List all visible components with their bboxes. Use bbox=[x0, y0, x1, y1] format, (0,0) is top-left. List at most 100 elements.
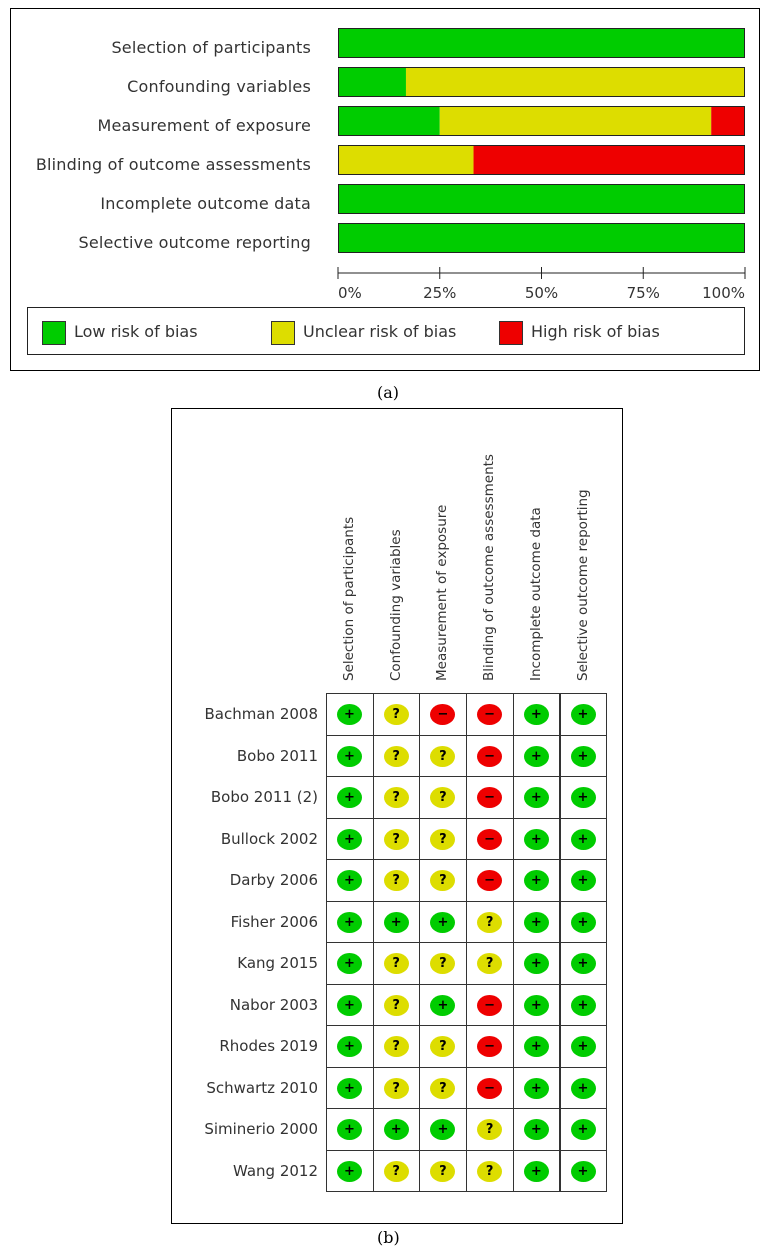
grid-cell: ? bbox=[419, 1066, 468, 1109]
bar-segment-selective-outcome-reporting-low-risk-of-bias bbox=[338, 223, 745, 253]
grid-cell: ? bbox=[372, 983, 421, 1026]
judgement-low-icon: + bbox=[570, 787, 596, 808]
grid-cell: − bbox=[466, 776, 514, 819]
grid-cell: − bbox=[466, 817, 514, 860]
bar-label-selection-of-participants: Selection of participants bbox=[111, 38, 311, 57]
bar-segment-incomplete-outcome-data-low-risk-of-bias bbox=[338, 184, 745, 214]
judgement-unclear-icon: ? bbox=[383, 745, 409, 767]
column-label-selective-outcome-reporting: Selective outcome reporting bbox=[574, 489, 591, 681]
grid-cell: + bbox=[512, 859, 561, 902]
grid-cell: ? bbox=[372, 859, 421, 902]
bar-outline-confounding-variables bbox=[338, 67, 745, 97]
bar-outline-selective-outcome-reporting bbox=[338, 223, 745, 253]
bar-segment-measurement-of-exposure-low-risk-of-bias bbox=[338, 106, 440, 136]
judgement-low-icon: + bbox=[523, 994, 549, 1016]
judgement-unclear-icon: ? bbox=[383, 1160, 409, 1182]
grid-cell: − bbox=[419, 693, 468, 736]
judgement-unclear-icon: ? bbox=[430, 787, 456, 808]
judgement-low-icon: + bbox=[570, 1119, 596, 1140]
grid-cell: + bbox=[559, 776, 608, 819]
grid-cell: + bbox=[372, 900, 421, 943]
judgement-low-icon: + bbox=[430, 1119, 456, 1140]
grid-cell: ? bbox=[466, 1149, 514, 1192]
judgement-high-icon: − bbox=[477, 745, 503, 767]
judgement-high-icon: − bbox=[477, 704, 503, 725]
grid-cell: + bbox=[512, 734, 561, 777]
grid-cell: + bbox=[512, 1025, 561, 1068]
judgement-unclear-icon: ? bbox=[430, 953, 456, 974]
grid-cell: ? bbox=[466, 900, 514, 943]
row-label-nabor-2003: Nabor 2003 bbox=[229, 995, 318, 1014]
judgement-low-icon: + bbox=[570, 911, 596, 933]
bar-segment-blinding-of-outcome-assessments-unclear-risk-of-bias bbox=[338, 145, 474, 175]
judgement-low-icon: + bbox=[337, 1160, 362, 1182]
grid-cell: + bbox=[512, 1066, 561, 1109]
grid-cell: + bbox=[559, 900, 608, 943]
judgement-low-icon: + bbox=[337, 994, 362, 1016]
judgement-low-icon: + bbox=[337, 953, 362, 974]
judgement-unclear-icon: ? bbox=[477, 953, 503, 974]
legend: Low risk of bias Unclear risk of bias Hi… bbox=[27, 307, 745, 355]
row-label-darby-2006: Darby 2006 bbox=[229, 871, 318, 889]
x-tick-label: 75% bbox=[627, 284, 660, 302]
judgement-low-icon: + bbox=[570, 704, 596, 725]
bar-outline-blinding-of-outcome-assessments bbox=[338, 145, 745, 175]
bar-label-confounding-variables: Confounding variables bbox=[127, 77, 311, 96]
row-label-bachman-2008: Bachman 2008 bbox=[204, 705, 319, 723]
judgement-high-icon: − bbox=[477, 828, 503, 850]
row-label-bullock-2002: Bullock 2002 bbox=[220, 829, 318, 848]
legend-label-high: High risk of bias bbox=[531, 322, 660, 341]
judgement-low-icon: + bbox=[337, 1119, 362, 1140]
judgement-unclear-icon: ? bbox=[430, 1160, 456, 1182]
judgement-unclear-icon: ? bbox=[430, 828, 456, 850]
bar-label-selective-outcome-reporting: Selective outcome reporting bbox=[78, 233, 311, 252]
column-label-selection-of-participants: Selection of participants bbox=[341, 516, 357, 681]
judgement-low-icon: + bbox=[523, 745, 549, 767]
legend-swatch-high bbox=[499, 321, 523, 345]
grid-cell: + bbox=[559, 1149, 608, 1192]
grid-cell: + bbox=[559, 1025, 608, 1068]
judgement-low-icon: + bbox=[570, 828, 596, 850]
grid-cell: + bbox=[559, 817, 608, 860]
grid-cell: + bbox=[326, 1066, 374, 1109]
judgement-low-icon: + bbox=[523, 1077, 549, 1099]
grid-cell: + bbox=[326, 900, 374, 943]
judgement-unclear-icon: ? bbox=[383, 994, 409, 1016]
judgement-low-icon: + bbox=[570, 1160, 596, 1182]
row-label-siminerio-2000: Siminerio 2000 bbox=[204, 1120, 318, 1138]
bar-label-blinding-of-outcome-assessments: Blinding of outcome assessments bbox=[35, 155, 311, 174]
judgement-unclear-icon: ? bbox=[430, 870, 456, 891]
legend-swatch-low bbox=[42, 321, 66, 345]
legend-label-unclear: Unclear risk of bias bbox=[303, 322, 457, 341]
grid-cell: − bbox=[466, 983, 514, 1026]
grid-cell: + bbox=[326, 776, 374, 819]
grid-cell: ? bbox=[466, 1108, 514, 1151]
grid-cell: ? bbox=[419, 1149, 468, 1192]
grid-cell: + bbox=[512, 900, 561, 943]
judgement-low-icon: + bbox=[523, 911, 549, 933]
judgement-low-icon: + bbox=[383, 911, 409, 933]
grid-cell: + bbox=[326, 817, 374, 860]
caption-b: (b) bbox=[377, 1228, 400, 1247]
judgement-unclear-icon: ? bbox=[383, 787, 409, 808]
grid-cell: + bbox=[512, 693, 561, 736]
bar-outline-measurement-of-exposure bbox=[338, 106, 745, 136]
row-label-bobo-2011-2-: Bobo 2011 (2) bbox=[210, 788, 318, 806]
legend-swatch-unclear bbox=[271, 321, 295, 345]
column-label-confounding-variables: Confounding variables bbox=[387, 529, 404, 681]
row-label-schwartz-2010: Schwartz 2010 bbox=[206, 1078, 318, 1097]
judgement-low-icon: + bbox=[383, 1119, 409, 1140]
judgement-unclear-icon: ? bbox=[383, 704, 409, 725]
column-label-measurement-of-exposure: Measurement of exposure bbox=[434, 504, 451, 681]
judgement-low-icon: + bbox=[430, 994, 456, 1016]
judgement-unclear-icon: ? bbox=[477, 911, 503, 933]
column-label-incomplete-outcome-data: Incomplete outcome data bbox=[527, 507, 544, 681]
grid-cell: + bbox=[512, 817, 561, 860]
judgement-unclear-icon: ? bbox=[430, 1077, 456, 1099]
grid-cell: + bbox=[326, 859, 374, 902]
bar-segment-confounding-variables-low-risk-of-bias bbox=[338, 67, 406, 97]
grid-cell: + bbox=[559, 1108, 608, 1151]
bar-outline-selection-of-participants bbox=[338, 28, 745, 58]
grid-cell: + bbox=[326, 734, 374, 777]
grid-cell: + bbox=[326, 1025, 374, 1068]
